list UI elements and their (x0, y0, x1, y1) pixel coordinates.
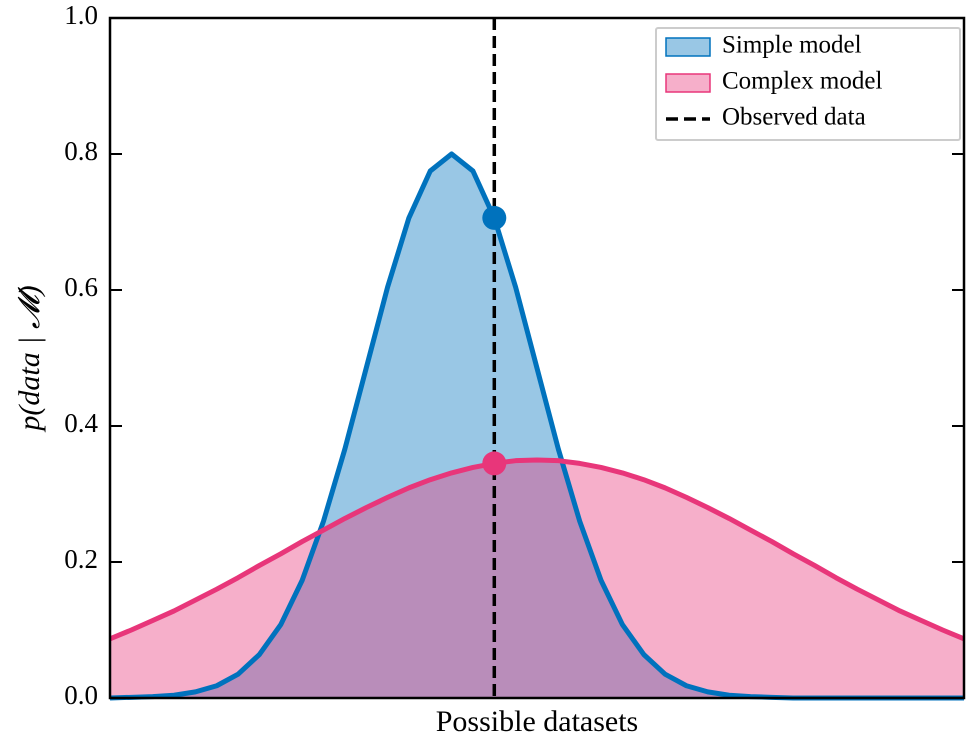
legend-label: Simple model (722, 32, 862, 59)
y-tick-label: 0.4 (64, 408, 98, 438)
curve (109, 457, 965, 642)
y-tick-label: 1.0 (64, 0, 98, 30)
area-fill (110, 154, 964, 698)
legend-swatch (665, 37, 711, 57)
axes-frame (108, 16, 966, 700)
observed-point (482, 205, 507, 230)
legend-box (655, 27, 961, 141)
y-tick-label: 0.0 (64, 680, 98, 710)
observed-point (482, 451, 507, 476)
legend-label: Complex model (722, 68, 882, 95)
legend-label: Observed data (722, 104, 866, 131)
legend-swatch (665, 73, 711, 93)
x-axis-label: Possible datasets (436, 705, 639, 738)
y-tick-label: 0.2 (64, 544, 98, 574)
y-tick-label: 0.8 (64, 136, 98, 166)
area-fill (110, 460, 964, 698)
y-tick-label: 0.6 (64, 272, 98, 302)
y-axis-label: p(data | 𝓜) (13, 285, 46, 432)
